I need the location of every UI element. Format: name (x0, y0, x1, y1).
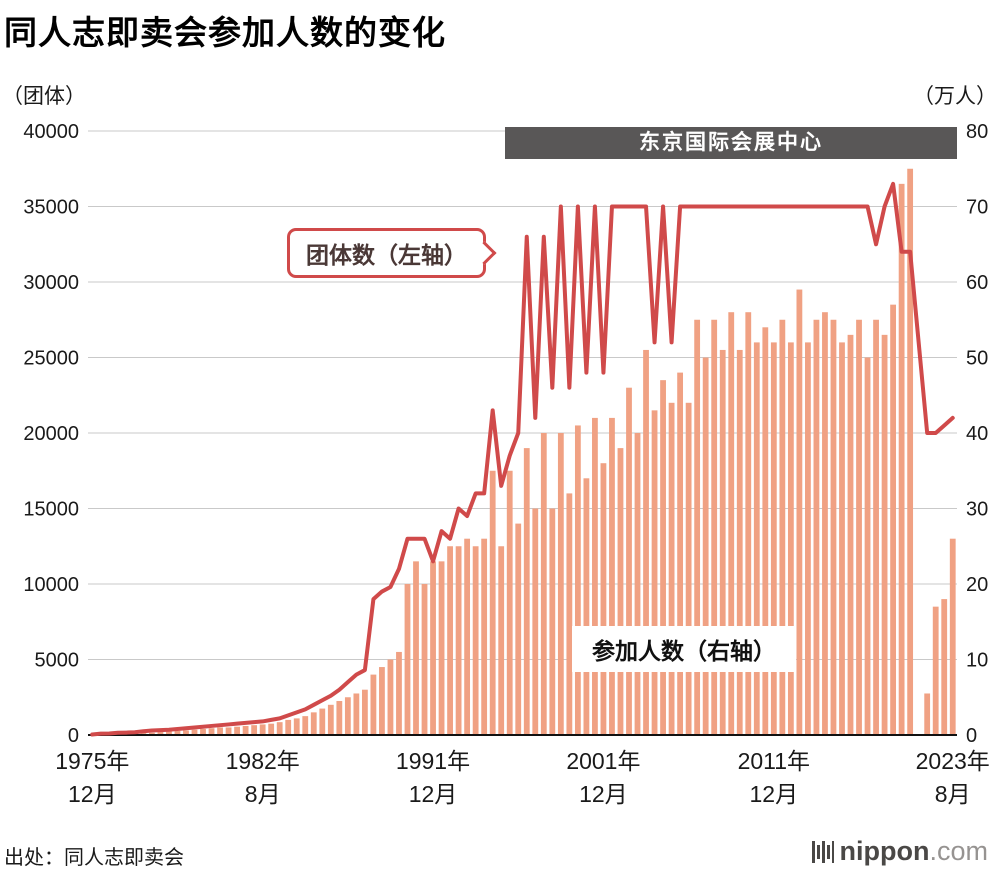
svg-text:5000: 5000 (35, 650, 80, 672)
svg-text:30000: 30000 (23, 272, 79, 294)
circles-line (90, 181, 955, 737)
svg-text:25000: 25000 (23, 348, 79, 370)
svg-text:8月: 8月 (935, 781, 971, 807)
svg-text:0: 0 (68, 725, 79, 747)
svg-text:0: 0 (966, 725, 977, 747)
svg-text:8月: 8月 (245, 781, 281, 807)
line-series-callout: 团体数（左轴） (287, 228, 486, 278)
svg-text:40: 40 (966, 423, 988, 445)
venue-banner: 东京国际会展中心 (505, 127, 957, 159)
svg-text:12月: 12月 (409, 781, 458, 807)
x-axis-ticks: 1975年 12月 1982年 8月 1991年 12月 2001年 12月 2011年 12月 2… (55, 748, 990, 807)
left-axis-unit: （团体） (2, 85, 86, 108)
svg-text:35000: 35000 (23, 197, 79, 219)
svg-text:15000: 15000 (23, 499, 79, 521)
right-axis-ticks: 0 10 20 30 40 50 60 70 80 (966, 121, 988, 747)
page-title: 同人志即卖会参加人数的变化 (4, 14, 446, 51)
svg-text:1982年: 1982年 (226, 748, 300, 774)
logo-name: nippon (839, 836, 930, 866)
svg-text:80: 80 (966, 121, 988, 143)
svg-text:30: 30 (966, 499, 988, 521)
nippon-logo-icon (811, 840, 834, 863)
left-axis-ticks: 0 5000 10000 15000 20000 25000 30000 35000 40000 (23, 121, 79, 747)
svg-text:20: 20 (966, 574, 988, 596)
bar-series-label: 参加人数（右轴） (572, 626, 796, 672)
svg-text:12月: 12月 (750, 781, 799, 807)
nippon-logo-text: nippon.com (840, 836, 988, 867)
svg-text:1991年: 1991年 (396, 748, 470, 774)
svg-text:12月: 12月 (579, 781, 628, 807)
svg-text:60: 60 (966, 272, 988, 294)
svg-text:1975年: 1975年 (55, 748, 129, 774)
svg-text:50: 50 (966, 348, 988, 370)
svg-text:12月: 12月 (68, 781, 117, 807)
svg-text:40000: 40000 (23, 121, 79, 143)
chart-canvas: 0 5000 10000 15000 20000 25000 30000 35000 40000… (23, 121, 990, 807)
source-note: 出处：同人志即卖会 (4, 847, 184, 869)
svg-text:2023年: 2023年 (916, 748, 990, 774)
svg-text:20000: 20000 (23, 423, 79, 445)
svg-text:10000: 10000 (23, 574, 79, 596)
attendance-bars (89, 168, 956, 736)
right-axis-unit: （万人） (913, 85, 997, 108)
nippon-logo: nippon.com (811, 836, 988, 867)
logo-suffix: .com (929, 836, 988, 866)
svg-text:70: 70 (966, 197, 988, 219)
svg-text:10: 10 (966, 650, 988, 672)
svg-text:2001年: 2001年 (566, 748, 640, 774)
svg-text:2011年: 2011年 (738, 748, 810, 774)
